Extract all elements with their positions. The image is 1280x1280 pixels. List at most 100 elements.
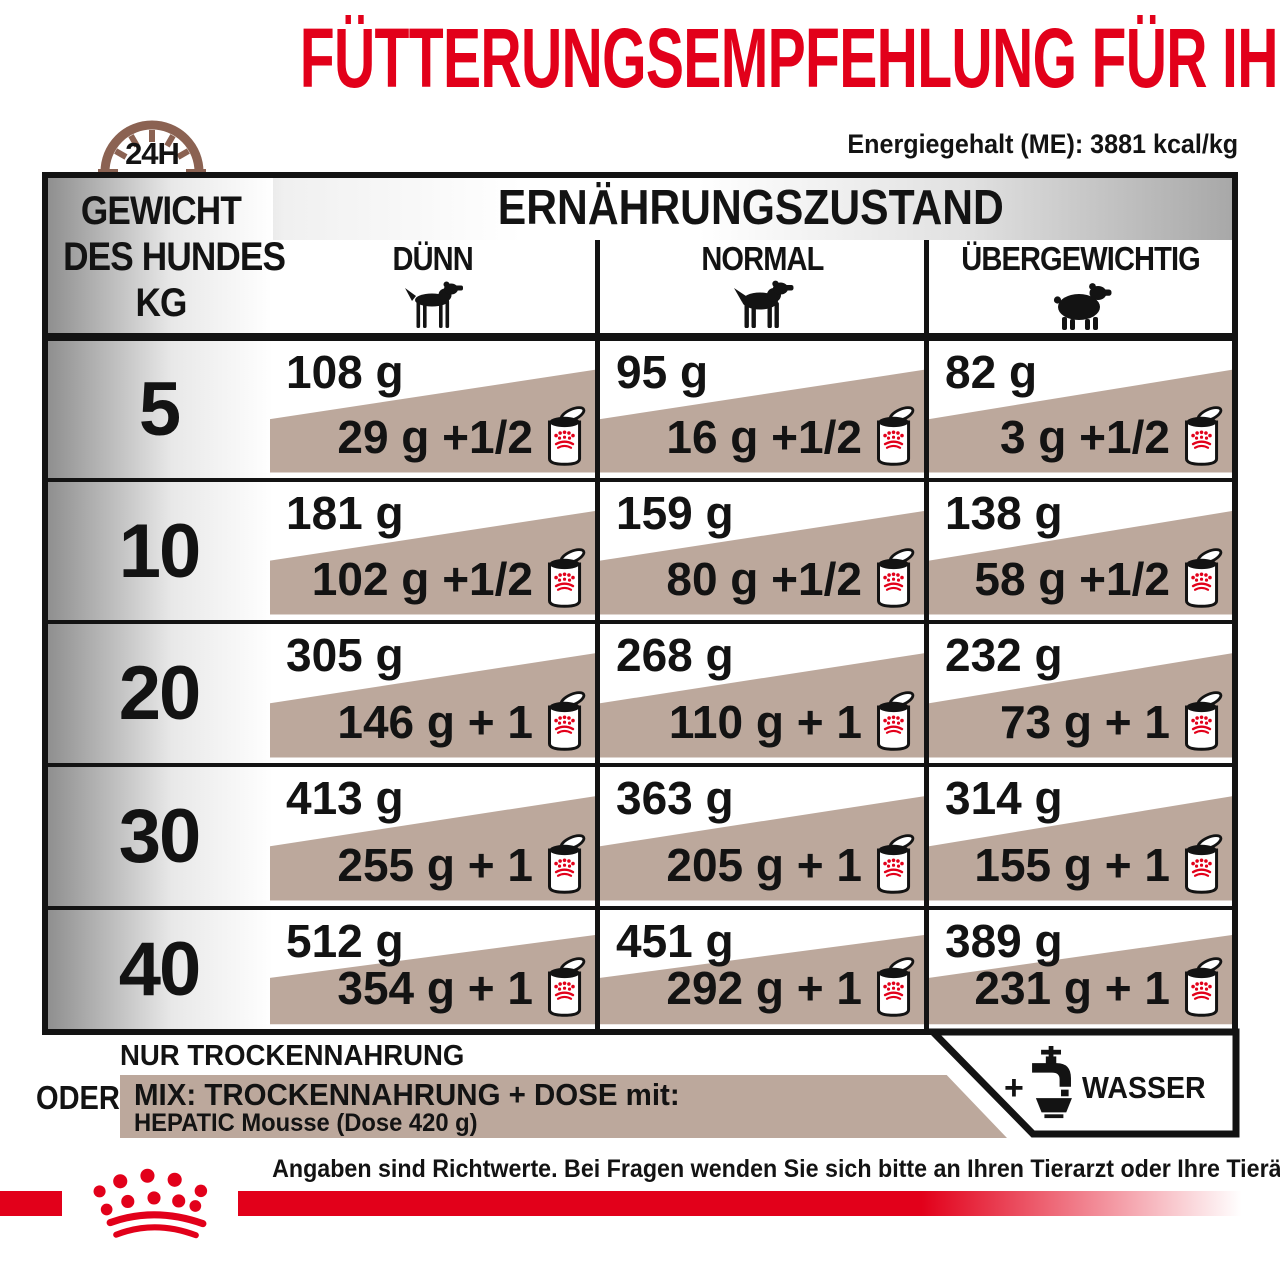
feeding-cell: 181 g 102 g +1/2: [270, 482, 595, 620]
column-label-overweight: ÜBERGEWICHTIG: [945, 242, 1216, 276]
page-title-text: FÜTTERUNGSEMPFEHLUNG FÜR IHREN HUND: [299, 11, 1280, 105]
wet-food-can-icon: [872, 957, 916, 1019]
weight-column-background: [48, 178, 273, 1029]
dry-amount: 389 g: [945, 915, 1063, 967]
water-box: [924, 1028, 1240, 1138]
column-label-thin: DÜNN: [387, 242, 478, 276]
header-separator-line: [48, 333, 1232, 341]
weight-header-line2: DES HUNDES: [48, 234, 286, 280]
column-label-overweight-text: ÜBERGEWICHTIG: [961, 240, 1201, 277]
wet-food-can-icon: [872, 406, 916, 468]
dry-amount: 268 g: [616, 629, 734, 681]
weight-header-line1: GEWICHT: [48, 188, 273, 234]
wet-food-can-icon: [543, 691, 587, 753]
weight-value: 5: [138, 367, 181, 452]
mix-amount: 80 g +1/2: [666, 553, 862, 605]
weight-header-line2-text: DES HUNDES: [63, 235, 286, 279]
water-label: WASSER: [1082, 1070, 1216, 1106]
dry-amount: 413 g: [286, 772, 404, 824]
weight-value: 10: [118, 508, 202, 594]
mix-amount: 231 g + 1: [974, 962, 1170, 1014]
feeding-cell: 314 g 155 g + 1: [929, 767, 1232, 906]
column-label-normal: NORMAL: [693, 242, 832, 276]
mix-amount: 73 g + 1: [999, 696, 1170, 748]
legend-mix-band: [120, 1075, 1007, 1138]
royal-canin-crown-logo: [90, 1166, 216, 1247]
wet-food-can-icon: [1180, 548, 1224, 610]
page-title: FÜTTERUNGSEMPFEHLUNG FÜR IHREN HUND: [0, 16, 1280, 100]
condition-header-text: ERNÄHRUNGSZUSTAND: [497, 181, 1005, 235]
feeding-cell: 232 g 73 g + 1: [929, 624, 1232, 763]
weight-value: 30: [118, 794, 202, 879]
mix-amount: 16 g +1/2: [666, 411, 862, 463]
column-header-normal: NORMAL: [600, 242, 924, 333]
column-divider-1: [595, 240, 600, 1029]
feeding-table: ERNÄHRUNGSZUSTAND GEWICHT DES HUNDES KG …: [42, 172, 1238, 1035]
mix-amount: 292 g + 1: [666, 962, 862, 1014]
row-divider: [48, 478, 1232, 482]
legend-mix-sub: HEPATIC Mousse (Dose 420 g): [134, 1109, 496, 1138]
condition-header: ERNÄHRUNGSZUSTAND: [270, 178, 1232, 240]
mix-amount: 58 g +1/2: [974, 553, 1170, 605]
mix-amount: 354 g + 1: [337, 962, 533, 1014]
feeding-cell: 159 g 80 g +1/2: [600, 482, 924, 620]
weight-value: 20: [118, 651, 202, 736]
legend-mix-sub-text: HEPATIC Mousse (Dose 420 g): [134, 1109, 478, 1137]
weight-value: 40: [118, 927, 202, 1012]
footer-note: Angaben sind Richtwerte. Bei Fragen wend…: [232, 1155, 1280, 1184]
feeding-cell: 413 g 255 g + 1: [270, 767, 595, 906]
column-header-thin: DÜNN: [270, 242, 595, 333]
mix-amount: 102 g +1/2: [311, 553, 533, 605]
legend-dry-only-text: NUR TROCKENNAHRUNG: [120, 1040, 465, 1072]
dry-amount: 108 g: [286, 346, 404, 398]
mix-amount: 110 g + 1: [668, 696, 862, 748]
dry-amount: 181 g: [286, 487, 404, 539]
dry-amount: 159 g: [616, 487, 734, 539]
dry-amount: 138 g: [945, 487, 1063, 539]
wet-food-can-icon: [1180, 691, 1224, 753]
footer-note-text: Angaben sind Richtwerte. Bei Fragen wend…: [272, 1155, 1280, 1183]
legend-mix-title: MIX: TROCKENNAHRUNG + DOSE mit:: [134, 1077, 708, 1113]
mix-amount: 155 g + 1: [974, 839, 1170, 891]
wet-food-can-icon: [872, 834, 916, 896]
overweight-dog-icon: [1049, 280, 1113, 332]
mix-amount: 205 g + 1: [666, 839, 862, 891]
weight-header: GEWICHT DES HUNDES KG: [48, 188, 286, 326]
wet-food-can-icon: [543, 548, 587, 610]
dry-amount: 82 g: [945, 346, 1038, 398]
legend-dry-only: NUR TROCKENNAHRUNG: [120, 1040, 483, 1073]
column-label-thin-text: DÜNN: [392, 240, 473, 277]
normal-dog-icon: [730, 280, 794, 332]
weight-header-line3-text: KG: [134, 281, 187, 325]
feeding-cell: 451 g 292 g + 1: [600, 910, 924, 1029]
feeding-cell: 512 g 354 g + 1: [270, 910, 595, 1029]
water-tap-icon: [1028, 1046, 1076, 1120]
row-divider: [48, 906, 1232, 910]
legend-or: ODER: [36, 1079, 131, 1117]
clock-24h-label: 24H: [125, 136, 180, 171]
feeding-cell: 82 g 3 g +1/2: [929, 341, 1232, 478]
feeding-cell: 363 g 205 g + 1: [600, 767, 924, 906]
row-divider: [48, 763, 1232, 767]
legend-or-text: ODER: [36, 1079, 120, 1116]
weight-header-line3: KG: [48, 280, 273, 326]
dry-amount: 95 g: [616, 346, 709, 398]
feeding-cell: 108 g 29 g +1/2: [270, 341, 595, 478]
feeding-cell: 138 g 58 g +1/2: [929, 482, 1232, 620]
water-label-text: WASSER: [1082, 1070, 1206, 1105]
column-label-normal-text: NORMAL: [700, 240, 824, 277]
mix-amount: 255 g + 1: [337, 839, 533, 891]
wet-food-can-icon: [543, 406, 587, 468]
mix-amount: 146 g + 1: [337, 696, 533, 748]
wet-food-can-icon: [1180, 957, 1224, 1019]
feeding-cell: 95 g 16 g +1/2: [600, 341, 924, 478]
row-divider: [48, 620, 1232, 624]
column-header-overweight: ÜBERGEWICHTIG: [929, 242, 1232, 333]
dry-amount: 314 g: [945, 772, 1063, 824]
clock-24h: 24H: [96, 102, 208, 224]
wet-food-can-icon: [872, 691, 916, 753]
feeding-cell: 305 g 146 g + 1: [270, 624, 595, 763]
wet-food-can-icon: [872, 548, 916, 610]
column-divider-2: [924, 240, 929, 1029]
